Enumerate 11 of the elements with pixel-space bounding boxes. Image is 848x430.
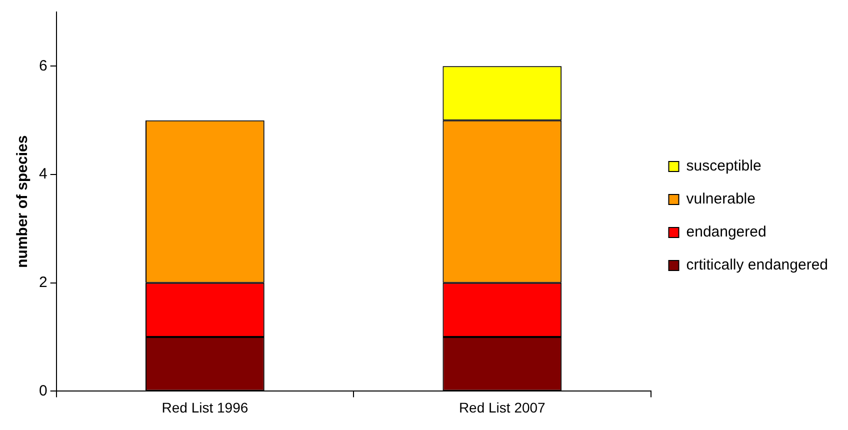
- y-tick-label: 0: [39, 382, 48, 400]
- legend-label: susceptible: [686, 158, 762, 175]
- y-tick-label: 2: [39, 274, 48, 291]
- legend-label: vulnerable: [686, 190, 756, 208]
- y-tick-label: 4: [39, 166, 48, 183]
- y-axis-title: number of species: [14, 135, 32, 268]
- y-tick-label: 6: [39, 57, 48, 74]
- x-tick-label: Red List 1996: [162, 399, 248, 416]
- legend-label: crtitically endangered: [686, 256, 828, 274]
- x-tick-label: Red List 2007: [458, 399, 546, 416]
- legend-label: endangered: [686, 224, 766, 241]
